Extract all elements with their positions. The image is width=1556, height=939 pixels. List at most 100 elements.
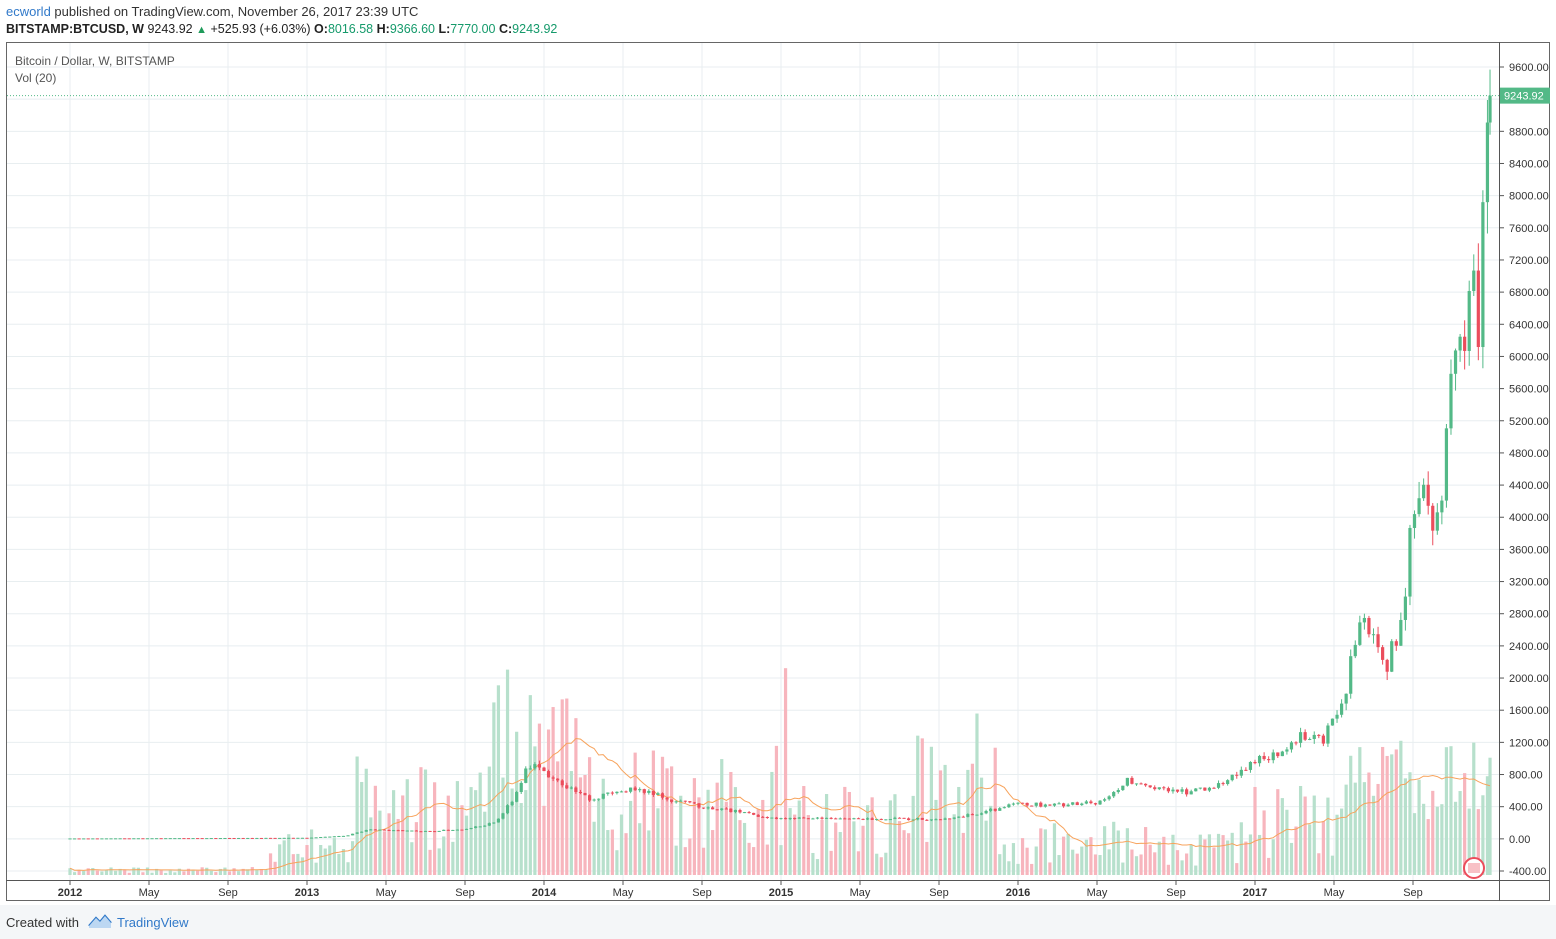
candle-body bbox=[1025, 802, 1029, 806]
candle-body bbox=[1080, 803, 1084, 806]
volume-bar bbox=[597, 800, 601, 875]
candle bbox=[264, 837, 268, 839]
volume-bar bbox=[961, 832, 965, 875]
candle bbox=[469, 827, 473, 830]
candle bbox=[350, 833, 355, 836]
candle-body bbox=[154, 838, 159, 840]
volume-legend: Vol (20) bbox=[15, 71, 57, 85]
candle-body bbox=[1431, 505, 1435, 531]
candle bbox=[1426, 471, 1430, 515]
candle bbox=[788, 817, 792, 821]
volume-bar bbox=[1198, 834, 1202, 875]
candle bbox=[843, 817, 847, 820]
volume-bar bbox=[633, 752, 637, 875]
candle bbox=[1093, 802, 1098, 806]
volume-bar bbox=[268, 853, 273, 875]
author-link[interactable]: ecworld bbox=[6, 4, 51, 19]
volume-bar bbox=[1463, 773, 1467, 875]
volume-bar bbox=[1134, 856, 1139, 875]
candle-body bbox=[1244, 769, 1248, 771]
candle-body bbox=[515, 792, 519, 802]
volume-bar bbox=[1362, 782, 1366, 875]
candle bbox=[729, 808, 733, 813]
candle-body bbox=[1130, 777, 1134, 784]
volume-bar bbox=[1271, 839, 1275, 875]
candle-body bbox=[241, 837, 245, 839]
volume-bar bbox=[542, 805, 546, 875]
chart-header: ecworld published on TradingView.com, No… bbox=[0, 0, 1556, 42]
volume-bar bbox=[975, 713, 979, 875]
candle bbox=[519, 781, 523, 795]
up-arrow-icon: ▲ bbox=[196, 24, 207, 36]
volume-bar bbox=[1039, 828, 1043, 875]
candle bbox=[1011, 802, 1016, 806]
candle bbox=[829, 817, 833, 820]
candle-body bbox=[223, 837, 227, 839]
candle bbox=[870, 817, 874, 821]
created-with-text: Created with bbox=[6, 915, 79, 930]
candle-body bbox=[742, 812, 747, 814]
volume-bar bbox=[369, 817, 373, 875]
candle-body bbox=[984, 810, 988, 814]
volume-bar bbox=[1412, 813, 1417, 875]
volume-bar bbox=[979, 777, 984, 875]
volume-bar bbox=[1162, 836, 1166, 875]
volume-bar bbox=[309, 829, 314, 875]
candle bbox=[893, 816, 897, 820]
candle-body bbox=[943, 818, 947, 820]
candle-body bbox=[907, 818, 911, 821]
price-chart[interactable]: 9600.00 8800.00 8400.00 8000.00 7600.00 7200.… bbox=[6, 42, 1550, 901]
volume-bar bbox=[533, 746, 537, 875]
candle bbox=[186, 838, 191, 840]
candle bbox=[752, 812, 756, 816]
candle bbox=[834, 817, 838, 820]
candle-body bbox=[123, 838, 127, 840]
y-tick-label: -400.00 bbox=[1509, 866, 1546, 878]
candle bbox=[410, 830, 414, 832]
candle bbox=[405, 830, 409, 832]
chart-area[interactable]: 9600.00 8800.00 8400.00 8000.00 7600.00 7200.… bbox=[6, 42, 1550, 901]
volume-bar bbox=[205, 867, 209, 875]
candle-body bbox=[505, 805, 510, 814]
candle bbox=[145, 838, 150, 840]
candle bbox=[1488, 69, 1492, 135]
volume-bar bbox=[1080, 846, 1084, 875]
volume-bar bbox=[628, 800, 633, 875]
candle-body bbox=[537, 764, 542, 768]
candle bbox=[679, 799, 683, 802]
volume-bar bbox=[660, 756, 665, 875]
y-tick-label: 5600.00 bbox=[1509, 384, 1549, 396]
volume-bar bbox=[820, 819, 824, 875]
volume-bar bbox=[1385, 755, 1389, 875]
high-value: 9366.60 bbox=[389, 22, 435, 36]
us-flag-icon[interactable] bbox=[1463, 857, 1485, 879]
candle bbox=[779, 817, 783, 820]
volume-bar bbox=[423, 769, 428, 875]
tradingview-logo-icon[interactable] bbox=[88, 913, 112, 934]
candle-body bbox=[1335, 714, 1339, 719]
symbol-ticker: BITSTAMP:BTCUSD, W bbox=[6, 22, 144, 36]
y-tick-label: 400.00 bbox=[1509, 802, 1543, 814]
tradingview-brand-link[interactable]: TradingView bbox=[117, 915, 189, 930]
volume-bar bbox=[1303, 796, 1307, 875]
candle-body bbox=[268, 837, 273, 839]
candle-body bbox=[1020, 802, 1025, 804]
candle-body bbox=[638, 789, 642, 791]
candle-body bbox=[1052, 803, 1057, 806]
candle bbox=[528, 765, 532, 770]
candle bbox=[665, 796, 669, 802]
volume-bar bbox=[428, 849, 432, 875]
volume-bar bbox=[1408, 772, 1412, 875]
candle-body bbox=[264, 837, 268, 839]
candle bbox=[360, 831, 364, 833]
volume-bar bbox=[1339, 808, 1344, 875]
candle bbox=[1039, 801, 1043, 808]
volume-bar bbox=[952, 814, 956, 875]
volume-bar bbox=[510, 788, 514, 875]
y-tick-label: 2400.00 bbox=[1509, 641, 1549, 653]
y-tick-label: 6400.00 bbox=[1509, 319, 1549, 331]
volume-bar bbox=[925, 841, 929, 875]
volume-bar bbox=[888, 800, 892, 875]
candle bbox=[419, 831, 423, 833]
volume-bar bbox=[793, 814, 797, 875]
